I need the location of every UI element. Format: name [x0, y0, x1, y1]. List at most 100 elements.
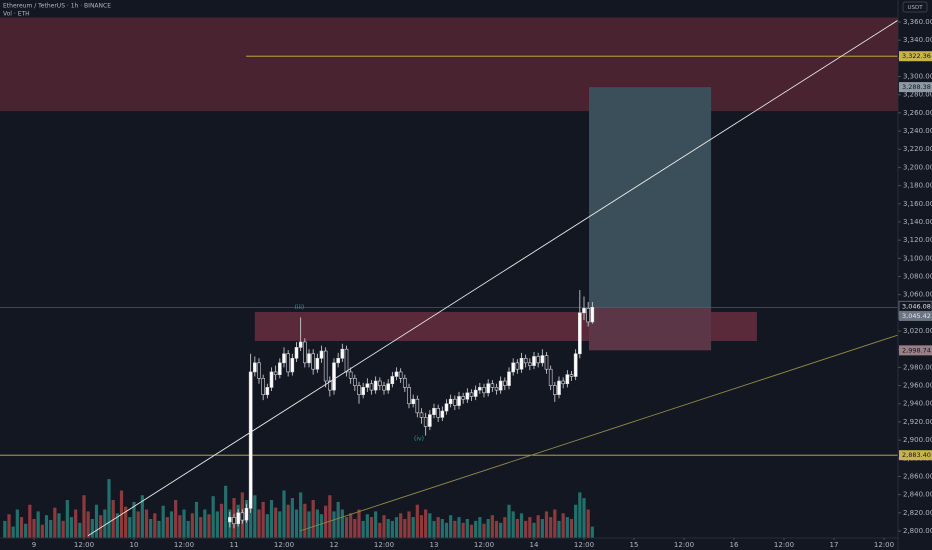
volume-bar [374, 511, 378, 538]
currency[interactable]: USDT [907, 5, 923, 11]
x-tick-label: 12:00 [774, 541, 794, 549]
candle-body [394, 371, 399, 377]
y-tick-label: 2,860.00 [903, 472, 932, 480]
volume-bar [432, 520, 436, 538]
candle-body [423, 417, 428, 427]
volume-bar [269, 500, 274, 538]
candle-body [232, 517, 236, 525]
target-label-box [899, 82, 932, 93]
candle-body [561, 380, 565, 385]
candle-body [240, 512, 245, 521]
trend-line [299, 334, 898, 532]
price-line-label: 2,883.40 [902, 451, 931, 459]
x-tick-label: 12:00 [874, 541, 894, 549]
y-tick-label: 2,980.00 [903, 363, 932, 371]
volume-bar [461, 522, 465, 538]
currency-box[interactable] [902, 1, 928, 13]
volume-bar [536, 515, 540, 538]
candle-body [478, 387, 482, 391]
volume-bar [469, 524, 474, 538]
volume-bar [490, 515, 494, 538]
y-tick-label: 2,800.00 [903, 527, 932, 535]
candle-body [536, 356, 540, 364]
candle-body [282, 353, 286, 364]
volume-bar [194, 501, 199, 538]
loss-zone [589, 307, 712, 351]
candle-body [411, 398, 415, 405]
y-tick-label: 2,940.00 [903, 400, 932, 408]
entry-label: 3,045.42 [902, 312, 931, 320]
candle-body [565, 374, 570, 385]
y-tick-label: 3,180.00 [903, 182, 932, 190]
volume-bar [190, 513, 194, 538]
candle-body [569, 374, 574, 377]
candle-body [519, 358, 524, 370]
candle-body [465, 392, 470, 400]
candle-body [361, 387, 365, 395]
volume-bar [465, 519, 469, 538]
profit-zone [589, 87, 712, 308]
y-tick-label: 3,360.00 [903, 18, 932, 26]
volume-bar [165, 517, 169, 538]
candle-body [228, 517, 232, 523]
volume-bar [449, 515, 453, 538]
plot-area: (iii) (iv) [0, 17, 898, 538]
volume-bar [132, 501, 136, 538]
y-tick-label: 3,300.00 [903, 73, 932, 81]
candle-body [328, 380, 332, 391]
candle-body [453, 398, 457, 406]
candle-body [248, 371, 253, 509]
volume-bar [549, 517, 553, 538]
volume-bar [94, 504, 99, 538]
candle-body [590, 307, 595, 323]
volume-bar [353, 519, 357, 538]
candle-body [261, 377, 265, 395]
volume-bar [590, 526, 594, 538]
candle-body [403, 377, 407, 388]
x-tick-label: 16 [730, 541, 739, 549]
candle-body [507, 371, 511, 386]
candle-body [311, 353, 315, 370]
candle-body [486, 383, 490, 394]
candle-body [544, 355, 549, 370]
volume-bar [332, 511, 336, 538]
y-tick-label: 3,160.00 [903, 200, 932, 208]
volume-bar [174, 500, 178, 538]
volume-bar [307, 511, 311, 538]
candle-body [378, 380, 382, 386]
volume-bar [511, 511, 515, 538]
candle-body [532, 356, 536, 366]
volume-bar [569, 519, 574, 538]
volume-bar [107, 479, 111, 538]
candle-body [511, 362, 515, 373]
volume-bar [82, 495, 86, 538]
candle-body [365, 383, 370, 388]
candle-body [428, 414, 432, 427]
volume-bar [336, 501, 340, 538]
volume-bar [540, 519, 544, 538]
volume-bar [157, 520, 161, 538]
candle-body [419, 412, 424, 418]
candle-body [448, 398, 453, 405]
volume-bar [415, 504, 419, 538]
volume-bar [169, 511, 174, 538]
volume-bar [499, 522, 503, 538]
x-tick-label: 12:00 [74, 541, 94, 549]
x-tick-label: 14 [530, 541, 539, 549]
candle-body [469, 392, 474, 397]
volume-bar [128, 517, 132, 538]
volume-bar [515, 519, 519, 538]
volume-bar [315, 509, 319, 538]
candle-body [548, 368, 553, 386]
candle-body [390, 376, 395, 385]
volume-bar [186, 520, 190, 538]
volume-bar [299, 492, 303, 538]
volume-bar [24, 523, 28, 538]
volume-bar [261, 501, 265, 538]
volume-bar [486, 519, 490, 538]
y-tick-label: 2,820.00 [903, 509, 932, 517]
volume-bar [153, 513, 157, 538]
candle-body [298, 341, 303, 348]
candle-body [398, 371, 403, 379]
